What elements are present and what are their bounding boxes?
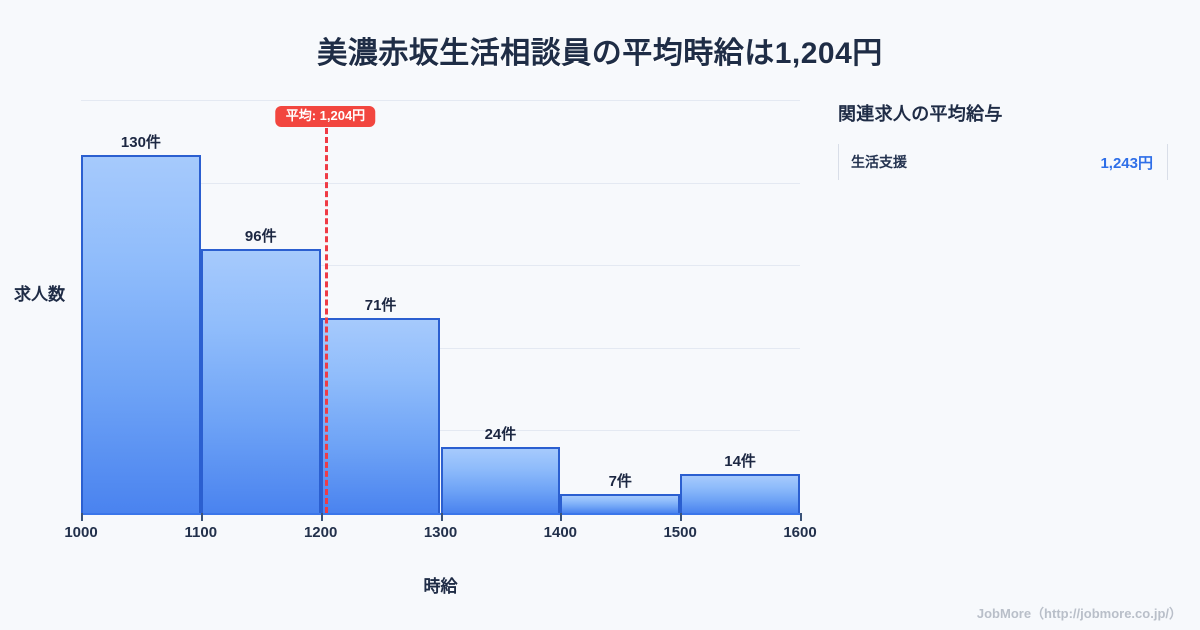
related-salary-panel: 関連求人の平均給与 生活支援 1,243円 [838,100,1168,180]
gridline [81,430,800,432]
histogram-bar [320,317,441,513]
page-title: 美濃赤坂生活相談員の平均時給は1,204円 [317,37,883,70]
histogram-bar [81,155,201,513]
x-tick-label: 1100 [184,524,218,541]
x-tick [81,513,83,521]
related-salary-list: 生活支援 1,243円 [838,144,1168,180]
bar-value-label: 7件 [608,472,632,490]
histogram-bar [680,474,800,513]
histogram-chart: 130件 96件 71件 24件 7件 14件 1000 1100 1200 1300 1400 1… [14,100,817,596]
x-tick-label: 1500 [663,524,697,541]
bar-value-label: 71件 [364,296,397,314]
bar-value-label: 24件 [484,425,517,443]
x-tick [800,513,802,521]
watermark: JobMore（http://jobmore.co.jp/） [976,606,1182,621]
x-tick-label: 1400 [543,524,578,541]
gridline [81,100,800,101]
x-tick-label: 1000 [64,524,98,541]
x-tick [680,513,683,521]
average-line [325,128,329,513]
x-tick [320,513,323,521]
x-tick-label: 1600 [783,524,817,541]
gridline [81,265,800,267]
x-tick-label: 1300 [423,524,458,541]
y-axis-title: 求人数 [14,285,65,304]
x-tick-label: 1200 [303,524,338,541]
related-salary-row: 生活支援 1,243円 [838,144,1168,180]
gridline [81,347,800,349]
plot-area: 130件 96件 71件 24件 7件 14件 [81,100,800,514]
related-salary-row-value: 1,243円 [1100,154,1153,172]
related-salary-title: 関連求人の平均給与 [838,104,1003,124]
x-axis-title: 時給 [423,577,458,596]
average-badge: 平均: 1,204円 [275,106,376,128]
bar-value-label: 14件 [724,453,756,471]
x-tick [200,513,203,521]
bar-value-label: 130件 [120,134,161,152]
x-tick [440,513,443,521]
x-tick [560,513,563,521]
histogram-bar [200,248,321,513]
histogram-bar [560,493,681,513]
related-salary-row-label: 生活支援 [851,154,907,170]
histogram-bar [440,446,561,513]
bar-value-label: 96件 [244,227,277,245]
gridline [81,182,800,184]
